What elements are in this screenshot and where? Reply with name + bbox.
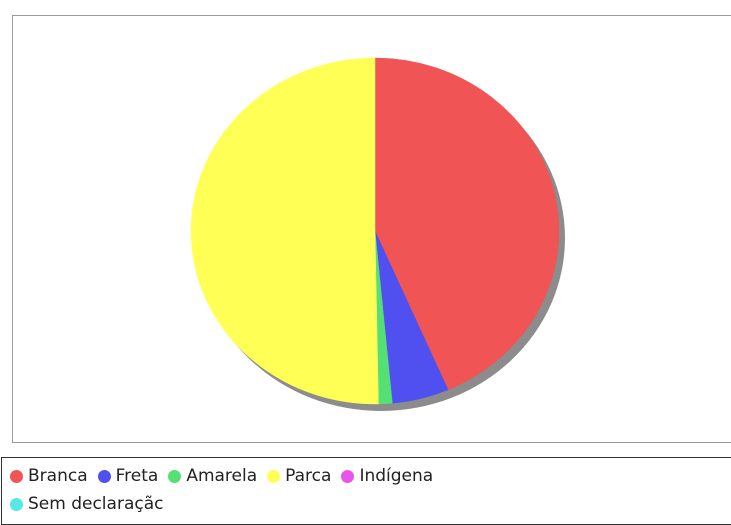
legend-item-amarela: Amarela: [168, 466, 257, 486]
pie-slice-parca: [190, 57, 379, 405]
legend-label-freta: Freta: [115, 466, 159, 486]
legend-swatch-freta: [97, 469, 111, 483]
chart-legend: Branca Freta Amarela Parca Indígena Sem …: [1, 457, 731, 525]
legend-label-parca: Parca: [285, 466, 332, 486]
legend-label-sem-declaracao: Sem declaraçãc: [28, 494, 164, 514]
legend-item-sem-declaracao: Sem declaraçãc: [10, 494, 163, 514]
legend-swatch-branca: [10, 469, 23, 483]
pie-slice-branca: [374, 57, 560, 391]
legend-row-1: Branca Freta Amarela Parca Indígena: [10, 462, 731, 490]
legend-swatch-indigena: [341, 469, 355, 483]
legend-label-branca: Branca: [28, 466, 88, 486]
pie-chart: [190, 57, 565, 411]
legend-item-freta: Freta: [97, 466, 159, 486]
legend-item-branca: Branca: [10, 466, 88, 486]
legend-swatch-parca: [267, 469, 281, 483]
legend-swatch-sem-declaracao: [10, 497, 23, 511]
legend-swatch-amarela: [168, 469, 182, 483]
plot-area: [12, 15, 731, 443]
legend-label-indigena: Indígena: [359, 466, 434, 486]
legend-label-amarela: Amarela: [186, 466, 258, 486]
legend-item-indigena: Indígena: [341, 466, 433, 486]
legend-item-parca: Parca: [267, 466, 331, 486]
legend-row-2: Sem declaraçãc: [10, 490, 731, 518]
